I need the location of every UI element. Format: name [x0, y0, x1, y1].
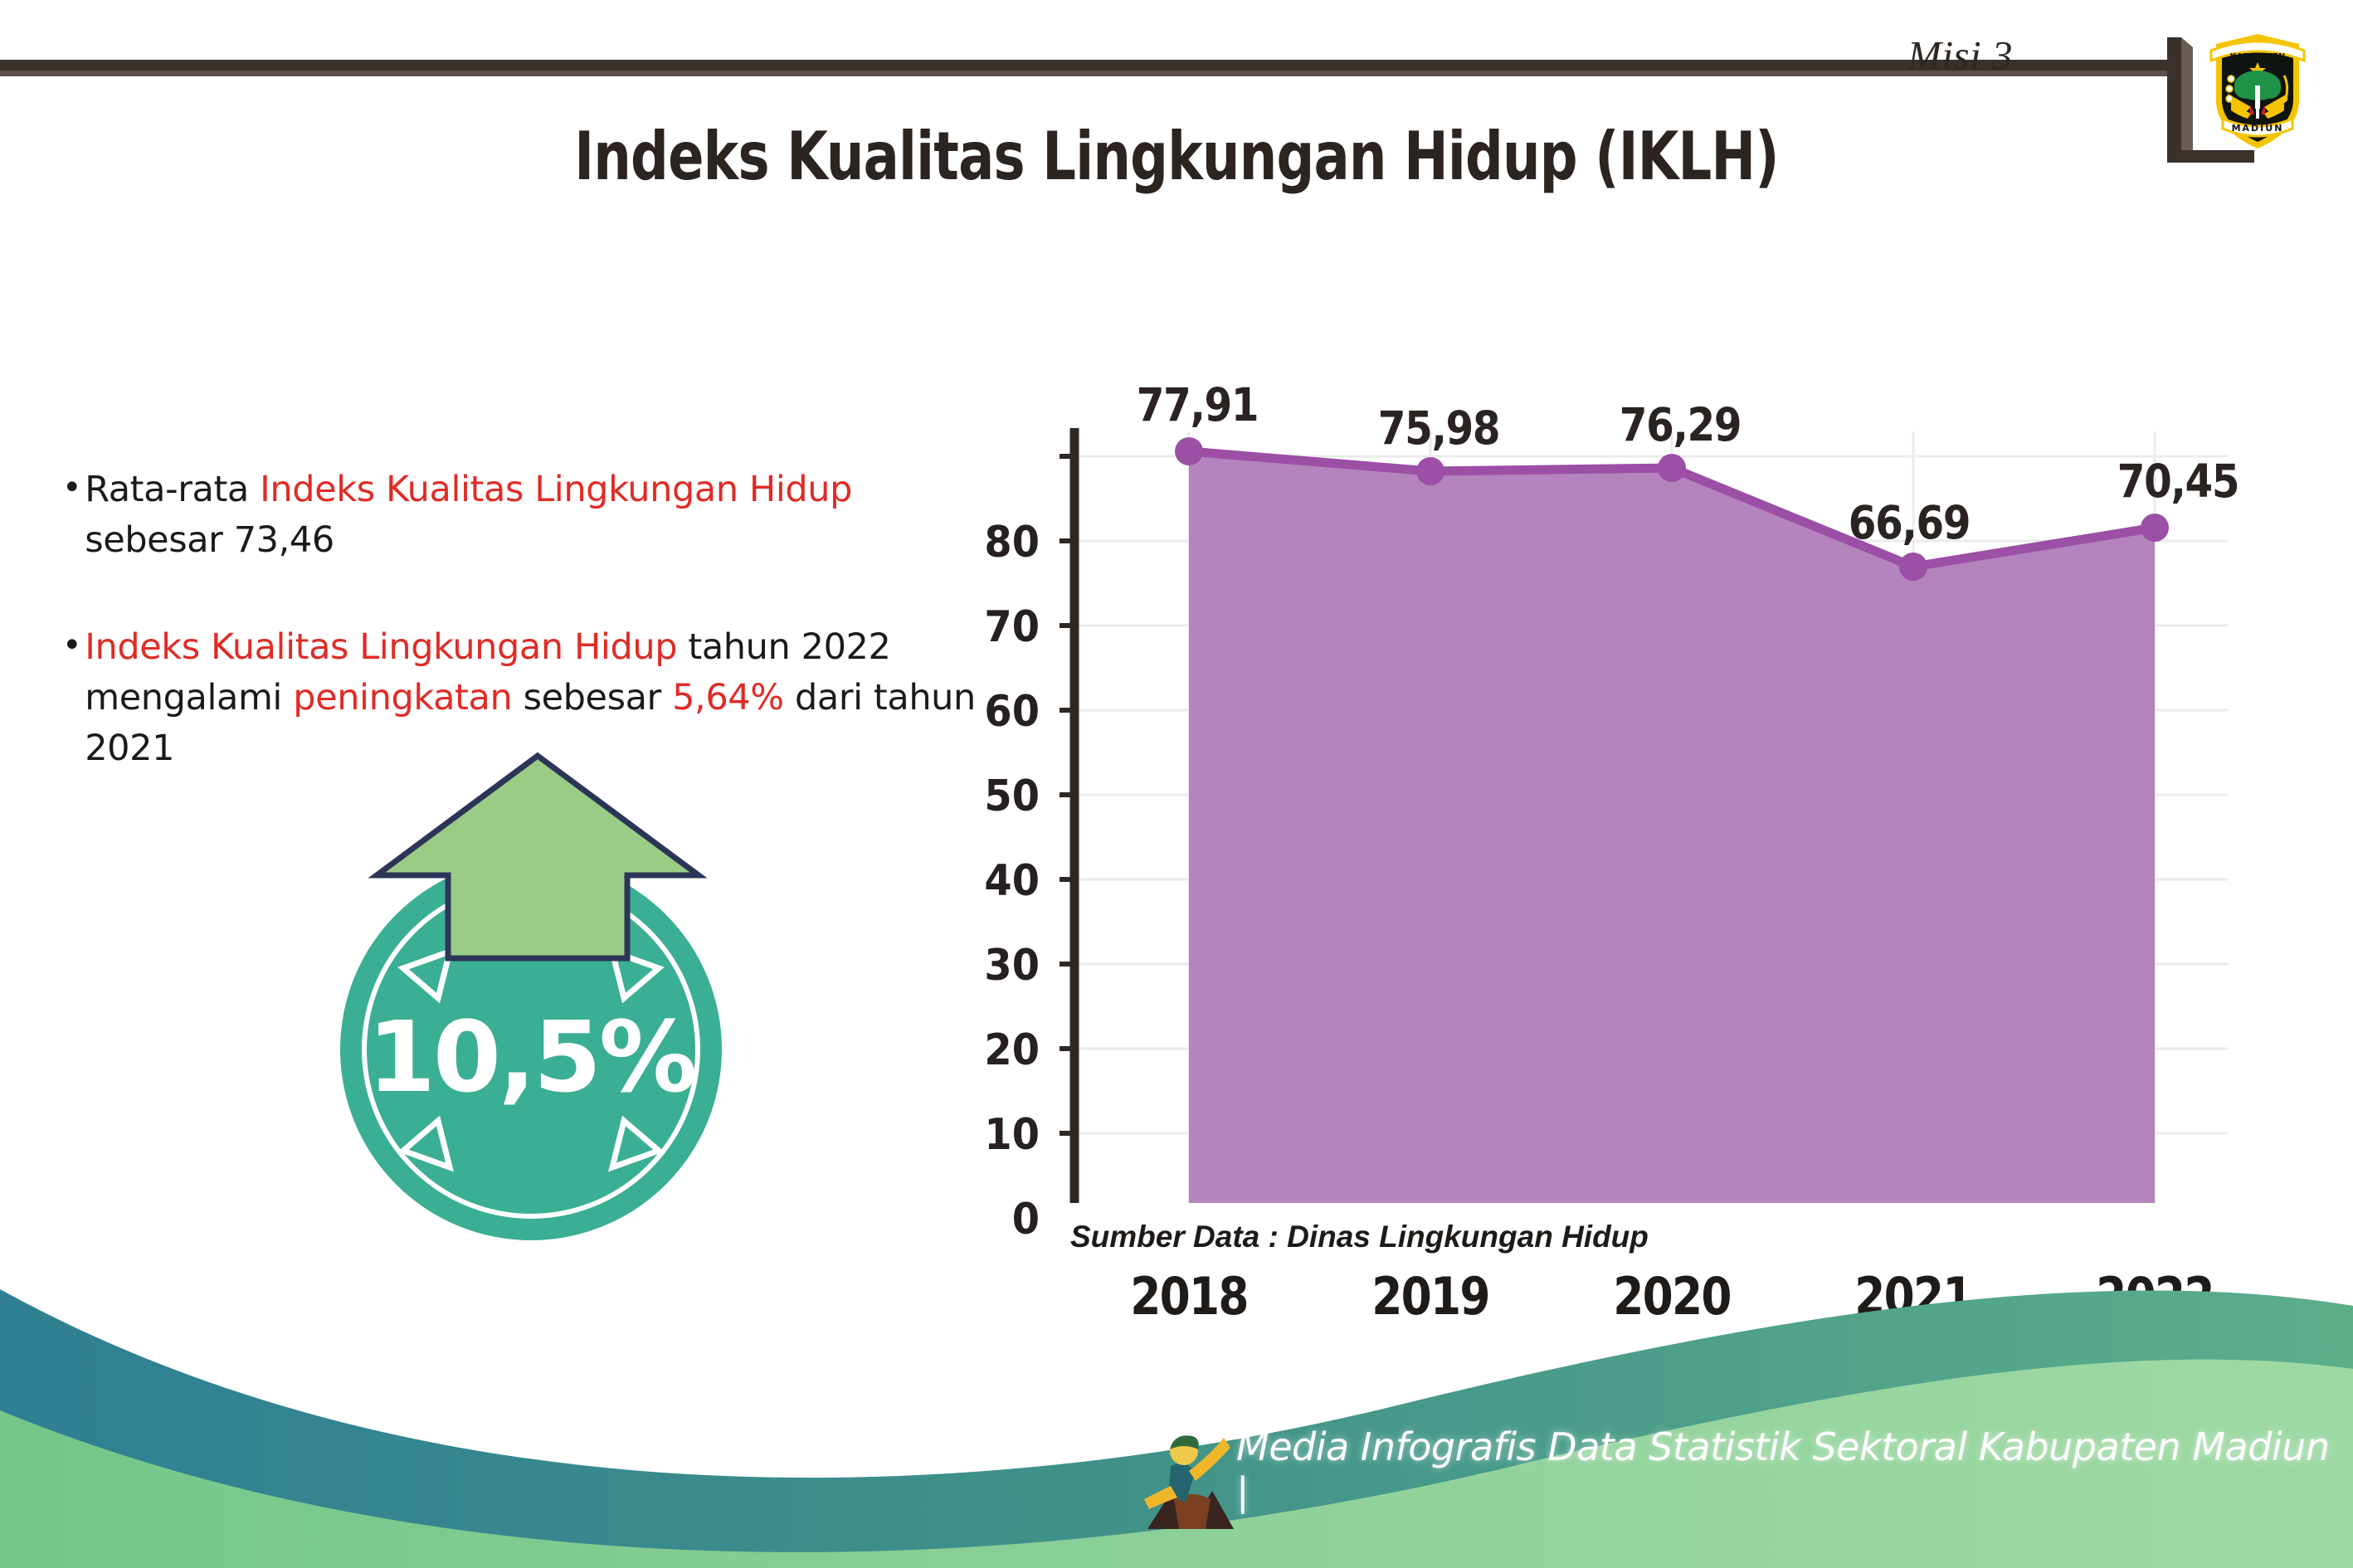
data-label-2018: 77,91 — [1136, 378, 1259, 431]
bullet-marker-icon: • — [62, 469, 82, 507]
txt-b2: tahun 2022 mengalami — [85, 626, 891, 719]
x-tick-label-2018: 2018 — [1130, 1266, 1249, 1327]
area-fill — [1189, 451, 2155, 1203]
header-bracket-foot — [2167, 150, 2254, 163]
txt-b6: dari tahun 2021 — [85, 677, 976, 770]
svg-text:MADIUN: MADIUN — [2232, 123, 2284, 134]
data-label-2019: 75,98 — [1377, 402, 1501, 455]
y-tick-label-10: 10 — [984, 1110, 1040, 1160]
txt-b3: peningkatan — [293, 677, 513, 719]
header-bracket-vertical — [2167, 37, 2181, 162]
badge-value: 10,5% — [367, 1000, 697, 1114]
chart-source-note: Sumber Data : Dinas Lingkungan Hidup — [1070, 1220, 1649, 1254]
y-axis-ticks — [1060, 454, 1074, 1136]
y-tick-label-30: 30 — [984, 941, 1040, 991]
data-label-2022: 70,45 — [2117, 455, 2240, 508]
svg-text:KABUPATEN: KABUPATEN — [2230, 52, 2286, 61]
chart-canvas — [1060, 428, 2228, 1203]
series-markers — [1175, 437, 2169, 581]
page-footer: Media Infografis Data Statistik Sektoral… — [0, 1253, 2353, 1568]
insight-bullet-growth-text: Indeks Kualitas Lingkungan Hidup tahun 2… — [85, 622, 991, 774]
insight-bullet-average-text: Rata-rata Indeks Kualitas Lingkungan Hid… — [85, 465, 991, 566]
data-label-2020: 76,29 — [1619, 398, 1742, 451]
y-tick-label-50: 50 — [984, 772, 1040, 821]
txt-a2: Indeks Kualitas Lingkungan Hidup — [260, 469, 853, 510]
x-tick-label-2020: 2020 — [1613, 1266, 1732, 1327]
page-header: Misi 3 KABUPATEN — [0, 0, 2353, 166]
x-tick-label-2019: 2019 — [1371, 1266, 1490, 1327]
growth-badge: 10,5% — [324, 751, 763, 1240]
txt-a3: sebesar 73,46 — [85, 519, 334, 562]
y-tick-label-70: 70 — [984, 602, 1040, 652]
insight-bullet-average: • Rata-rata Indeks Kualitas Lingkungan H… — [62, 465, 991, 566]
data-label-2021: 66,69 — [1848, 496, 1971, 549]
y-tick-label-80: 80 — [984, 518, 1040, 567]
header-bracket-bevel — [2181, 37, 2193, 162]
y-tick-label-20: 20 — [984, 1025, 1040, 1075]
txt-a1: Rata-rata — [85, 469, 261, 510]
footer-wave-green — [0, 1359, 2353, 1568]
misi-label: Misi 3 — [1907, 32, 2013, 78]
header-divider-shadow — [0, 71, 2178, 76]
footer-caption: Media Infografis Data Statistik Sektoral… — [1236, 1424, 2330, 1514]
insight-bullet-growth: • Indeks Kualitas Lingkungan Hidup tahun… — [62, 622, 991, 774]
y-tick-label-0: 0 — [1011, 1195, 1040, 1244]
y-tick-label-40: 40 — [984, 856, 1040, 906]
footer-waves — [0, 1289, 2353, 1568]
header-divider-rule — [0, 60, 2178, 71]
kabupaten-madiun-emblem-icon: KABUPATEN MADIUN — [2203, 21, 2312, 155]
y-tick-label-60: 60 — [984, 687, 1040, 737]
up-arrow-icon — [363, 751, 712, 967]
bullet-marker-icon: • — [62, 626, 82, 665]
media-infografis-logo-icon — [1141, 1423, 1240, 1535]
txt-b4: sebesar — [512, 677, 673, 719]
iklh-area-chart: 0 10 20 30 40 50 60 70 80 2018 2019 2020… — [967, 274, 2294, 1327]
insights-panel: • Rata-rata Indeks Kualitas Lingkungan H… — [62, 465, 991, 774]
badge-tick-marks — [340, 859, 722, 1240]
page-title: Indeks Kualitas Lingkungan Hidup (IKLH) — [574, 118, 1779, 195]
txt-b1: Indeks Kualitas Lingkungan Hidup — [85, 626, 678, 669]
txt-b5: 5,64% — [672, 677, 784, 719]
